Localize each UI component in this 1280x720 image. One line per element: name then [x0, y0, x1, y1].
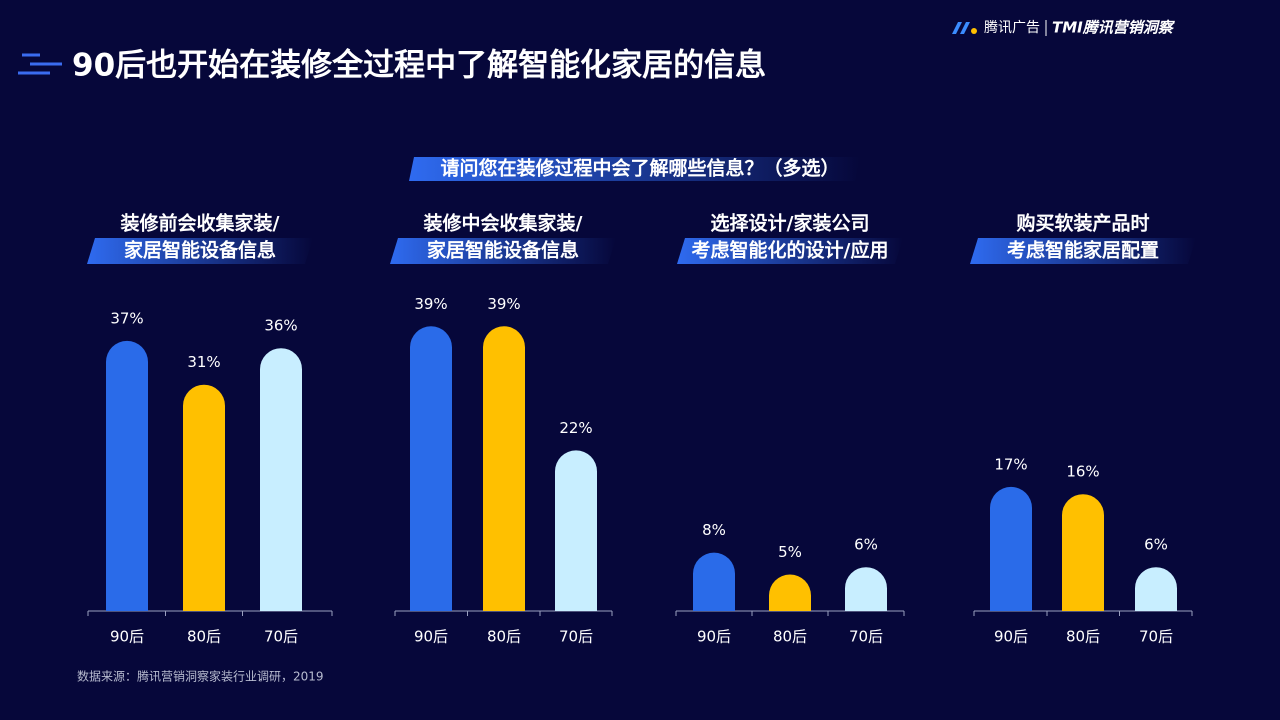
x-tick-label: 90后	[414, 628, 448, 646]
value-label: 22%	[559, 419, 592, 437]
x-tick-label: 80后	[773, 628, 807, 646]
title-highlight	[677, 238, 903, 264]
x-tick-label: 80后	[187, 628, 221, 646]
value-label: 36%	[264, 317, 297, 335]
chart-title: 家居智能设备信息	[124, 239, 276, 262]
brand-name: 腾讯广告	[984, 19, 1040, 36]
bar	[1062, 494, 1104, 611]
x-tick-label: 80后	[1066, 628, 1100, 646]
x-tick-label: 70后	[559, 628, 593, 646]
chart-title: 装修前会收集家装/	[120, 212, 280, 235]
bar	[845, 567, 887, 611]
chart-title: 选择设计/家装公司	[711, 212, 870, 235]
chart-title: 家居智能设备信息	[427, 239, 579, 262]
value-label: 6%	[854, 536, 878, 554]
chart-title: 考虑智能化的设计/应用	[692, 239, 889, 262]
title-decoration	[18, 53, 62, 75]
bar	[410, 326, 452, 611]
value-label: 17%	[994, 455, 1027, 473]
value-label: 37%	[110, 309, 143, 327]
title-highlight	[390, 238, 616, 264]
value-label: 31%	[187, 353, 220, 371]
bar	[1135, 567, 1177, 611]
value-label: 16%	[1066, 463, 1099, 481]
chart-title: 装修中会收集家装/	[423, 212, 583, 235]
value-label: 39%	[414, 295, 447, 313]
source-note: 数据来源：腾讯营销洞察家装行业调研，2019	[77, 669, 324, 684]
bar	[483, 326, 525, 611]
x-tick-label: 90后	[994, 628, 1028, 646]
brand-name: TMI腾讯营销洞察	[1052, 19, 1176, 37]
value-label: 6%	[1144, 536, 1168, 554]
title-highlight	[87, 238, 313, 264]
bar	[260, 348, 302, 611]
bar	[693, 552, 735, 611]
value-label: 5%	[778, 543, 802, 561]
bar	[990, 486, 1032, 611]
page-title: 90后也开始在装修全过程中了解智能化家居的信息	[72, 48, 766, 84]
brand-logo	[952, 22, 977, 34]
question-highlight	[409, 157, 860, 181]
bar	[555, 450, 597, 611]
x-tick-label: 90后	[110, 628, 144, 646]
value-label: 8%	[702, 521, 726, 539]
x-tick-label: 90后	[697, 628, 731, 646]
question: 请问您在装修过程中会了解哪些信息？（多选）	[440, 157, 839, 180]
bar	[183, 384, 225, 611]
x-tick-label: 70后	[849, 628, 883, 646]
x-tick-label: 70后	[264, 628, 298, 646]
title-highlight	[970, 238, 1196, 264]
bar	[106, 340, 148, 611]
x-tick-label: 70后	[1139, 628, 1173, 646]
value-label: 39%	[487, 295, 520, 313]
x-tick-label: 80后	[487, 628, 521, 646]
bar	[769, 574, 811, 611]
chart-title: 购买软装产品时	[1016, 212, 1149, 235]
chart-title: 考虑智能家居配置	[1007, 239, 1159, 262]
